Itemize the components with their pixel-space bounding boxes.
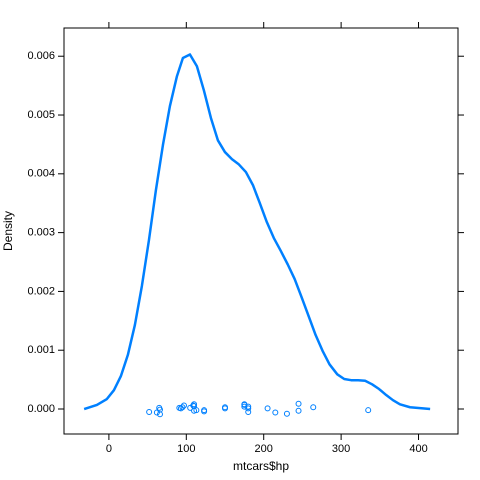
rug-point (201, 407, 208, 414)
rug-point (310, 404, 317, 411)
rug-point (283, 410, 290, 417)
x-tick-label: 0 (106, 443, 112, 455)
y-tick-label: 0.003 (27, 227, 55, 239)
rug-point (180, 402, 187, 409)
rug-point (193, 407, 200, 414)
rug-point (190, 402, 197, 409)
rug-point (146, 408, 153, 415)
rug-point (222, 405, 229, 412)
rug-point (365, 407, 372, 414)
y-tick-label: 0.006 (27, 50, 55, 62)
rug-point (241, 403, 248, 410)
y-tick-label: 0.001 (27, 344, 55, 356)
rug-point (245, 408, 252, 415)
rug-point (176, 404, 183, 411)
rug-point (191, 401, 198, 408)
rug-point (179, 404, 186, 411)
rug-point (295, 407, 302, 414)
x-tick-label: 400 (409, 443, 427, 455)
rug-point (272, 409, 279, 416)
rug-point (264, 405, 271, 412)
y-tick-label: 0.002 (27, 285, 55, 297)
panel-border (63, 27, 459, 435)
x-axis-label: mtcars$hp (233, 459, 289, 473)
x-tick-label: 200 (255, 443, 273, 455)
density-curve (83, 53, 431, 411)
y-tick-label: 0.005 (27, 109, 55, 121)
y-tick-label: 0.000 (27, 403, 55, 415)
y-axis-label: Density (1, 211, 15, 251)
rug-point (295, 400, 302, 407)
y-tick-label: 0.004 (27, 168, 55, 180)
x-tick-label: 300 (332, 443, 350, 455)
x-tick-label: 100 (177, 443, 195, 455)
rug-point (241, 401, 248, 408)
rug-point (156, 406, 163, 413)
